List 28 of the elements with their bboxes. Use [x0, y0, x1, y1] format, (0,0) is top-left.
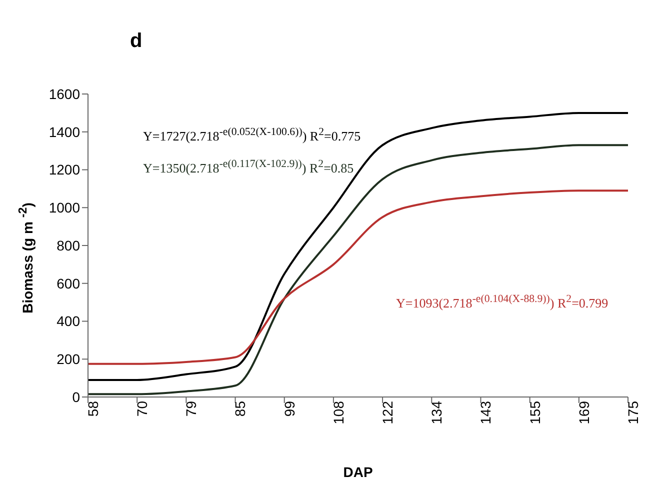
x-tick-label: 99 [281, 400, 298, 417]
x-tick-label: 85 [232, 400, 248, 417]
y-tick-label: 800 [56, 237, 80, 254]
x-tick-label: 134 [428, 400, 445, 424]
y-tick-label: 400 [56, 313, 80, 330]
x-tick-label: 169 [576, 400, 592, 424]
x-tick-label: 108 [330, 400, 346, 424]
x-tick-label: 175 [624, 400, 641, 424]
x-tick-label: 143 [478, 400, 494, 424]
x-tick-label: 70 [134, 400, 150, 417]
x-tick-label: 155 [526, 400, 543, 424]
annotation: Y=1350(2.718$^{-e(0.117(X-102.9))}$) R$^{2}$=0.85 [143, 158, 354, 176]
x-tick-label: 58 [84, 400, 101, 417]
annotation: Y=1093(2.718$^{-e(0.104(X-88.9))}$) R$^{2}$=0.799 [396, 293, 608, 312]
line-series [87, 190, 629, 365]
y-tick-label: 200 [56, 351, 80, 368]
y-tick-label: 0 [72, 388, 80, 405]
y-tick-label: 600 [56, 275, 80, 292]
line-series [87, 112, 629, 381]
chart-title: d [130, 30, 142, 53]
y-tick-label: 1400 [48, 124, 80, 140]
x-tick-label: 79 [183, 400, 200, 417]
y-tick-label: 1600 [48, 86, 80, 102]
annotation: Y=1727(2.718$^{-e(0.052(X-100.6))}$) R$^{2}$=0.775 [143, 126, 361, 144]
x-axis-title: DAP [343, 464, 373, 480]
x-tick-label: 122 [379, 400, 396, 424]
y-tick-label: 1000 [48, 200, 80, 216]
y-tick-label: 1200 [48, 162, 80, 178]
